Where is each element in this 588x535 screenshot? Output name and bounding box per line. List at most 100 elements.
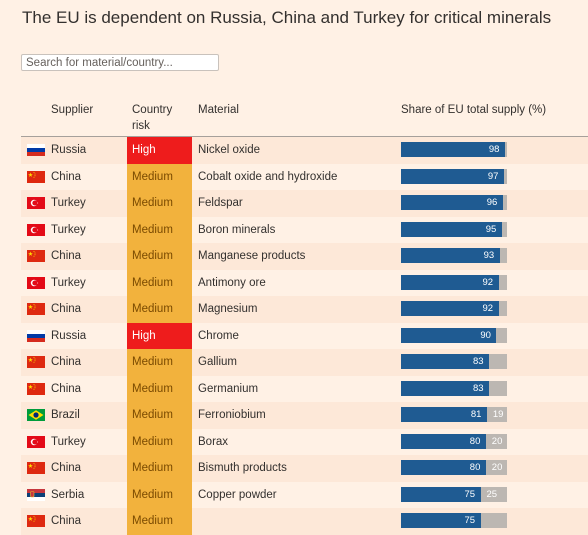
country-risk-badge: Medium — [127, 428, 192, 455]
share-value-label: 81 — [470, 409, 482, 420]
country-risk-badge: Medium — [127, 349, 192, 376]
table-row: Turkey Medium Borax 80 20 — [21, 428, 588, 455]
supplier-cell: China — [51, 170, 82, 183]
supplier-cell: Brazil — [51, 409, 80, 421]
supplier-cell: China — [51, 356, 82, 368]
share-value-label: 96 — [486, 197, 498, 208]
material-cell: Ferroniobium — [198, 409, 266, 421]
share-bar-track: 80 20 — [401, 460, 507, 475]
share-bar-track: 95 — [401, 221, 507, 237]
remainder-bar — [488, 380, 507, 396]
table-row: China Medium Cobalt oxide and hydroxide 97 — [21, 163, 588, 190]
share-bar-track: 80 20 — [401, 433, 507, 449]
share-value-label: 92 — [482, 303, 494, 314]
remainder-bar — [502, 195, 507, 210]
country-risk-badge: Medium — [127, 243, 192, 270]
remainder-bar — [504, 142, 507, 157]
share-bar-track: 83 — [401, 380, 507, 396]
chart-title: The EU is dependent on Russia, China and… — [22, 8, 552, 27]
share-value-label: 92 — [482, 276, 494, 288]
material-cell: Borax — [198, 435, 229, 448]
country-risk-badge: Medium — [127, 216, 192, 243]
country-risk-badge: Medium — [127, 455, 192, 482]
column-header-country-risk[interactable]: Country risk — [132, 102, 172, 134]
country-risk-badge: Medium — [127, 402, 192, 429]
material-cell: Feldspar — [198, 197, 243, 209]
turkey-flag-icon — [27, 197, 45, 209]
supplier-cell: Turkey — [51, 223, 86, 236]
material-cell: Copper powder — [198, 488, 277, 501]
share-bar — [401, 168, 504, 184]
remainder-bar — [496, 327, 507, 343]
country-risk-badge: Medium — [127, 163, 192, 190]
table-row: Turkey Medium Feldspar 96 — [21, 190, 588, 217]
china-flag-icon — [27, 303, 45, 315]
material-cell: Magnesium — [198, 303, 258, 315]
remainder-bar — [503, 168, 507, 184]
table-body: Russia High Nickel oxide 98 China Medium Cobal… — [21, 137, 588, 535]
column-header-share[interactable]: Share of EU total supply (%) — [401, 104, 547, 116]
russia-flag-icon — [27, 329, 45, 342]
column-header-supplier[interactable]: Supplier — [51, 104, 94, 116]
turkey-flag-icon — [27, 276, 45, 289]
china-flag-icon — [27, 462, 45, 474]
column-header-material[interactable]: Material — [198, 104, 239, 116]
table-row: Russia High Nickel oxide 98 — [21, 137, 588, 164]
share-value-label: 83 — [472, 356, 484, 367]
russia-flag-icon — [27, 144, 45, 156]
share-bar-track: 92 — [401, 274, 507, 290]
country-risk-badge: Medium — [127, 190, 192, 217]
share-value-label: 83 — [472, 382, 484, 394]
supplier-cell: Serbia — [51, 488, 85, 501]
search-input[interactable] — [21, 54, 219, 71]
share-bar-track: 90 — [401, 327, 507, 343]
share-bar — [401, 301, 499, 316]
share-value-label: 80 — [469, 462, 481, 473]
share-bar — [401, 354, 489, 369]
column-header-country-risk-line1: Country — [132, 104, 173, 116]
supplier-cell: China — [51, 303, 82, 315]
china-flag-icon — [27, 170, 45, 183]
share-bar-track: 83 — [401, 354, 507, 369]
share-bar-track: 92 — [401, 301, 507, 316]
remainder-value-label: 19 — [492, 409, 504, 420]
share-value-label: 80 — [469, 435, 481, 447]
supplier-cell: China — [51, 250, 82, 262]
share-bar-track: 75 25 — [401, 486, 507, 502]
supplier-cell: China — [51, 382, 82, 395]
remainder-bar — [488, 354, 507, 369]
share-bar — [401, 274, 499, 290]
material-cell: Cobalt oxide and hydroxide — [198, 170, 338, 183]
china-flag-icon — [27, 515, 45, 527]
table-row: Serbia Medium Copper powder 75 25 — [21, 481, 588, 508]
share-value-label: 93 — [483, 250, 495, 261]
share-bar-track: 75 — [401, 513, 507, 528]
share-bar-track: 97 — [401, 168, 507, 184]
share-value-label: 75 — [464, 488, 476, 500]
supplier-cell: Turkey — [51, 435, 86, 448]
share-value-label: 95 — [485, 223, 497, 235]
remainder-bar — [480, 513, 507, 528]
remainder-value-label: 20 — [491, 462, 503, 473]
remainder-bar — [499, 248, 507, 263]
china-flag-icon — [27, 250, 45, 262]
remainder-bar — [486, 407, 507, 422]
remainder-bar — [485, 433, 507, 449]
share-bar — [401, 486, 481, 502]
china-flag-icon — [27, 356, 45, 368]
share-bar — [401, 248, 500, 263]
supplier-cell: China — [51, 462, 82, 474]
share-bar — [401, 380, 489, 396]
material-cell: Bismuth products — [198, 462, 287, 474]
share-value-label: 75 — [464, 515, 476, 526]
share-bar — [401, 142, 505, 157]
turkey-flag-icon — [27, 435, 45, 448]
table-row: China Medium 75 — [21, 508, 588, 535]
remainder-bar — [480, 486, 507, 502]
share-bar — [401, 221, 502, 237]
country-risk-badge: Medium — [127, 375, 192, 402]
share-bar — [401, 433, 486, 449]
material-cell: Manganese products — [198, 250, 306, 262]
share-bar-track: 98 — [401, 142, 507, 157]
table-row: China Medium Gallium 83 — [21, 349, 588, 376]
